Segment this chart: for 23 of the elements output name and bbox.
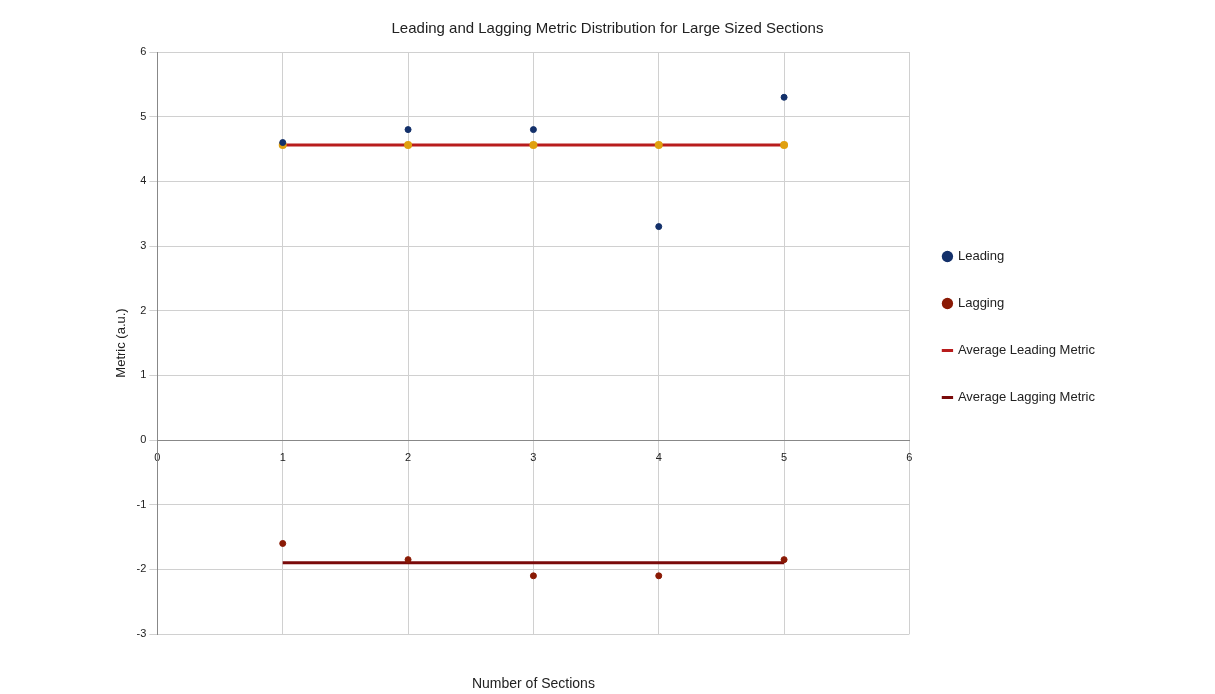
y-tick-label: 4 xyxy=(140,174,147,187)
x-tick-label: 1 xyxy=(279,450,286,463)
y-tick-label: 6 xyxy=(140,45,147,58)
chart-title: Leading and Lagging Metric Distribution for Large Sized Sections xyxy=(391,19,824,37)
legend-label: Leading xyxy=(957,248,1005,264)
x-tick-label: 5 xyxy=(781,450,788,463)
x-tick-label: 4 xyxy=(655,450,662,463)
y-tick-label: -1 xyxy=(136,497,147,510)
legend-label: Lagging xyxy=(957,295,1005,311)
x-tick-label: 6 xyxy=(906,450,913,463)
x-axis-title: Number of Sections xyxy=(471,674,595,691)
y-tick-label: 1 xyxy=(140,368,147,381)
legend-label: Average Leading Metric xyxy=(957,342,1096,358)
y-tick-label: 3 xyxy=(140,239,147,252)
y-tick-label: 2 xyxy=(140,303,147,316)
y-tick-label: -3 xyxy=(136,627,147,640)
x-tick-label: 2 xyxy=(405,450,412,463)
y-tick-label: 5 xyxy=(140,109,147,122)
x-tick-label: 3 xyxy=(530,450,537,463)
y-tick-label: -2 xyxy=(136,562,147,575)
y-axis-title: Metric (a.u.) xyxy=(113,308,129,378)
y-tick-label: 0 xyxy=(140,433,147,446)
legend-label: Average Lagging Metric xyxy=(957,389,1096,405)
